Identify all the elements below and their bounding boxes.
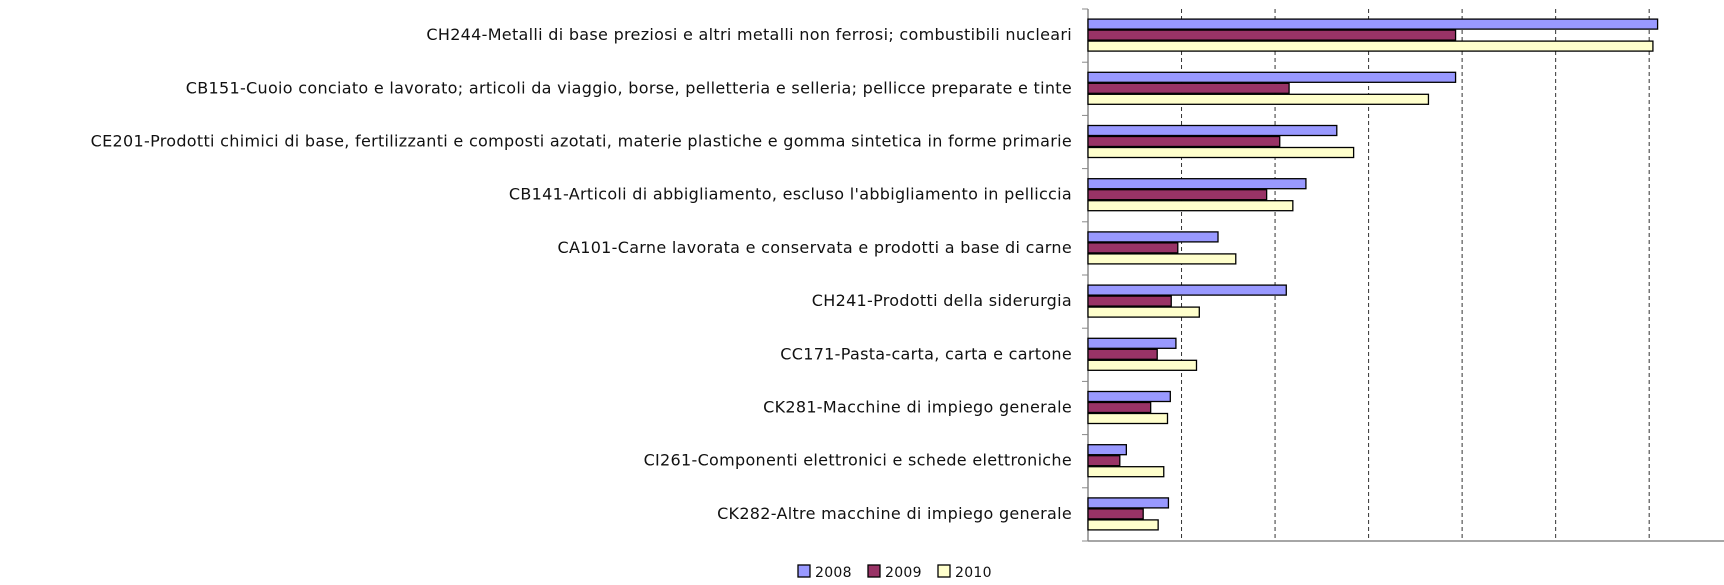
- category-label: CA101-Carne lavorata e conservata e prod…: [558, 238, 1073, 257]
- bar: [1087, 306, 1200, 318]
- bar: [1087, 71, 1457, 83]
- bar: [1087, 242, 1179, 254]
- legend-swatch: [937, 564, 951, 578]
- bar: [1087, 401, 1152, 414]
- category-label: CH241-Prodotti della siderurgia: [812, 291, 1072, 310]
- category-label: CK282-Altre macchine di impiego generale: [717, 504, 1072, 523]
- bar: [1087, 359, 1198, 371]
- category-label: CB151-Cuoio conciato e lavorato; articol…: [186, 78, 1072, 97]
- legend-label: 2009: [885, 565, 922, 581]
- bar: [1087, 18, 1659, 30]
- bar: [1087, 519, 1159, 531]
- category-label: CC171-Pasta-carta, carta e cartone: [780, 344, 1072, 363]
- bar: [1087, 444, 1127, 456]
- category-label: CH244-Metalli di base preziosi e altri m…: [426, 25, 1072, 44]
- bar: [1087, 40, 1654, 52]
- bar: [1087, 337, 1177, 349]
- bar: [1087, 29, 1457, 41]
- bar: [1087, 466, 1165, 478]
- bar: [1087, 93, 1430, 105]
- legend-swatch: [867, 564, 881, 578]
- bar: [1087, 178, 1307, 190]
- bar: [1087, 146, 1355, 159]
- bar: [1087, 390, 1171, 403]
- legend-label: 2010: [955, 565, 992, 581]
- bar: [1087, 231, 1219, 243]
- category-label: CI261-Componenti elettronici e schede el…: [644, 451, 1072, 470]
- bar: [1087, 497, 1170, 509]
- legend-swatch: [797, 564, 811, 578]
- bar: [1087, 200, 1294, 212]
- legend: 2008 2009 2010: [797, 564, 992, 581]
- bar: [1087, 189, 1268, 201]
- category-label: CK281-Macchine di impiego generale: [763, 398, 1072, 417]
- bar: [1087, 124, 1338, 137]
- bar: [1087, 253, 1237, 265]
- category-label: CE201-Prodotti chimici di base, fertiliz…: [91, 132, 1072, 151]
- bar: [1087, 348, 1158, 360]
- legend-label: 2008: [815, 565, 852, 581]
- bar: [1087, 284, 1287, 296]
- category-label: CB141-Articoli di abbigliamento, escluso…: [509, 185, 1072, 204]
- bar: [1087, 82, 1290, 94]
- bar: [1087, 135, 1281, 148]
- bar: [1087, 295, 1172, 307]
- bar: [1087, 508, 1144, 520]
- bar: [1087, 455, 1121, 467]
- bar: [1087, 412, 1169, 425]
